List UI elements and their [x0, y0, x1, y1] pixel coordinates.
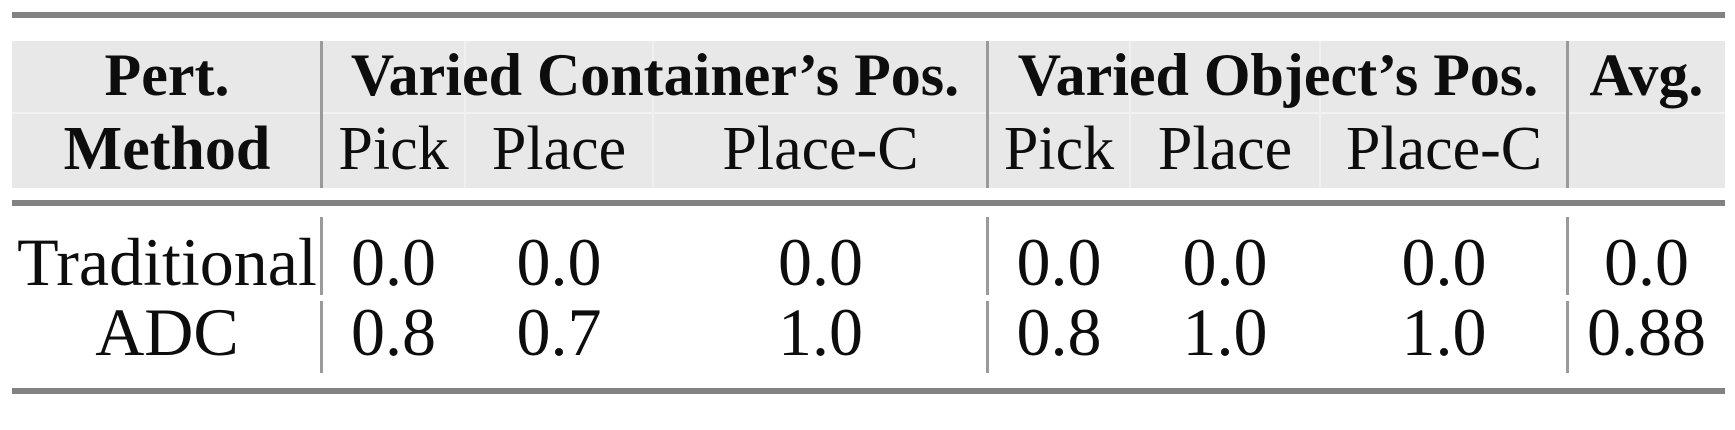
header-row-2: Method Pick Place Place-C Pick Place Pla… — [12, 114, 1725, 184]
header-container-place-c: Place-C — [722, 115, 919, 183]
cell-container-pick: 0.8 — [351, 294, 436, 370]
header-object-pick: Pick — [1003, 115, 1115, 183]
column-divider — [986, 41, 989, 188]
column-divider — [320, 217, 323, 295]
header-container-pick: Pick — [338, 115, 449, 183]
column-divider — [1566, 217, 1569, 295]
table-bottom-rule — [12, 388, 1725, 394]
column-divider — [986, 301, 989, 373]
cell-object-place: 0.0 — [1182, 224, 1268, 300]
cell-container-place: 0.0 — [516, 224, 602, 300]
column-divider — [320, 301, 323, 373]
header-method: Method — [63, 115, 271, 183]
header-row-1: Pert. Varied Container’s Pos. Varied Obj… — [12, 38, 1725, 112]
header-group-object-pos: Varied Object’s Pos. — [1017, 42, 1539, 108]
cell-container-pick: 0.0 — [351, 224, 436, 300]
cell-container-place: 0.7 — [516, 294, 602, 370]
row-method-label: ADC — [95, 294, 239, 370]
table-header-background — [12, 41, 1725, 188]
cell-object-place-c: 0.0 — [1401, 224, 1487, 300]
header-object-place-c: Place-C — [1345, 115, 1543, 183]
header-object-place: Place — [1157, 115, 1293, 183]
header-group-container-pos: Varied Container’s Pos. — [350, 42, 960, 108]
header-faint-divider — [1319, 41, 1321, 188]
header-pert: Pert. — [104, 42, 230, 108]
header-container-place: Place — [491, 115, 627, 183]
table-top-rule — [12, 12, 1725, 18]
header-faint-divider — [464, 41, 466, 188]
results-table: Pert. Varied Container’s Pos. Varied Obj… — [12, 0, 1725, 430]
column-divider — [986, 217, 989, 295]
table-row-traditional: Traditional 0.0 0.0 0.0 0.0 0.0 0.0 0.0 — [12, 222, 1725, 302]
cell-container-place-c: 1.0 — [778, 294, 863, 370]
column-divider — [1566, 41, 1569, 188]
table-mid-rule — [12, 200, 1725, 206]
cell-container-place-c: 0.0 — [778, 224, 863, 300]
header-faint-divider — [1129, 41, 1131, 188]
cell-avg: 0.0 — [1604, 224, 1689, 300]
column-divider — [320, 41, 323, 188]
table-row-adc: ADC 0.8 0.7 1.0 0.8 1.0 1.0 0.88 — [12, 292, 1725, 372]
header-row-separator — [12, 112, 1725, 114]
cell-object-pick: 0.8 — [1016, 294, 1102, 370]
cell-object-pick: 0.0 — [1016, 224, 1102, 300]
header-faint-divider — [652, 41, 654, 188]
cell-object-place-c: 1.0 — [1401, 294, 1487, 370]
column-divider — [1566, 301, 1569, 373]
row-method-label: Traditional — [17, 224, 317, 300]
header-avg: Avg. — [1589, 42, 1704, 108]
cell-avg: 0.88 — [1587, 294, 1706, 370]
cell-object-place: 1.0 — [1182, 294, 1268, 370]
